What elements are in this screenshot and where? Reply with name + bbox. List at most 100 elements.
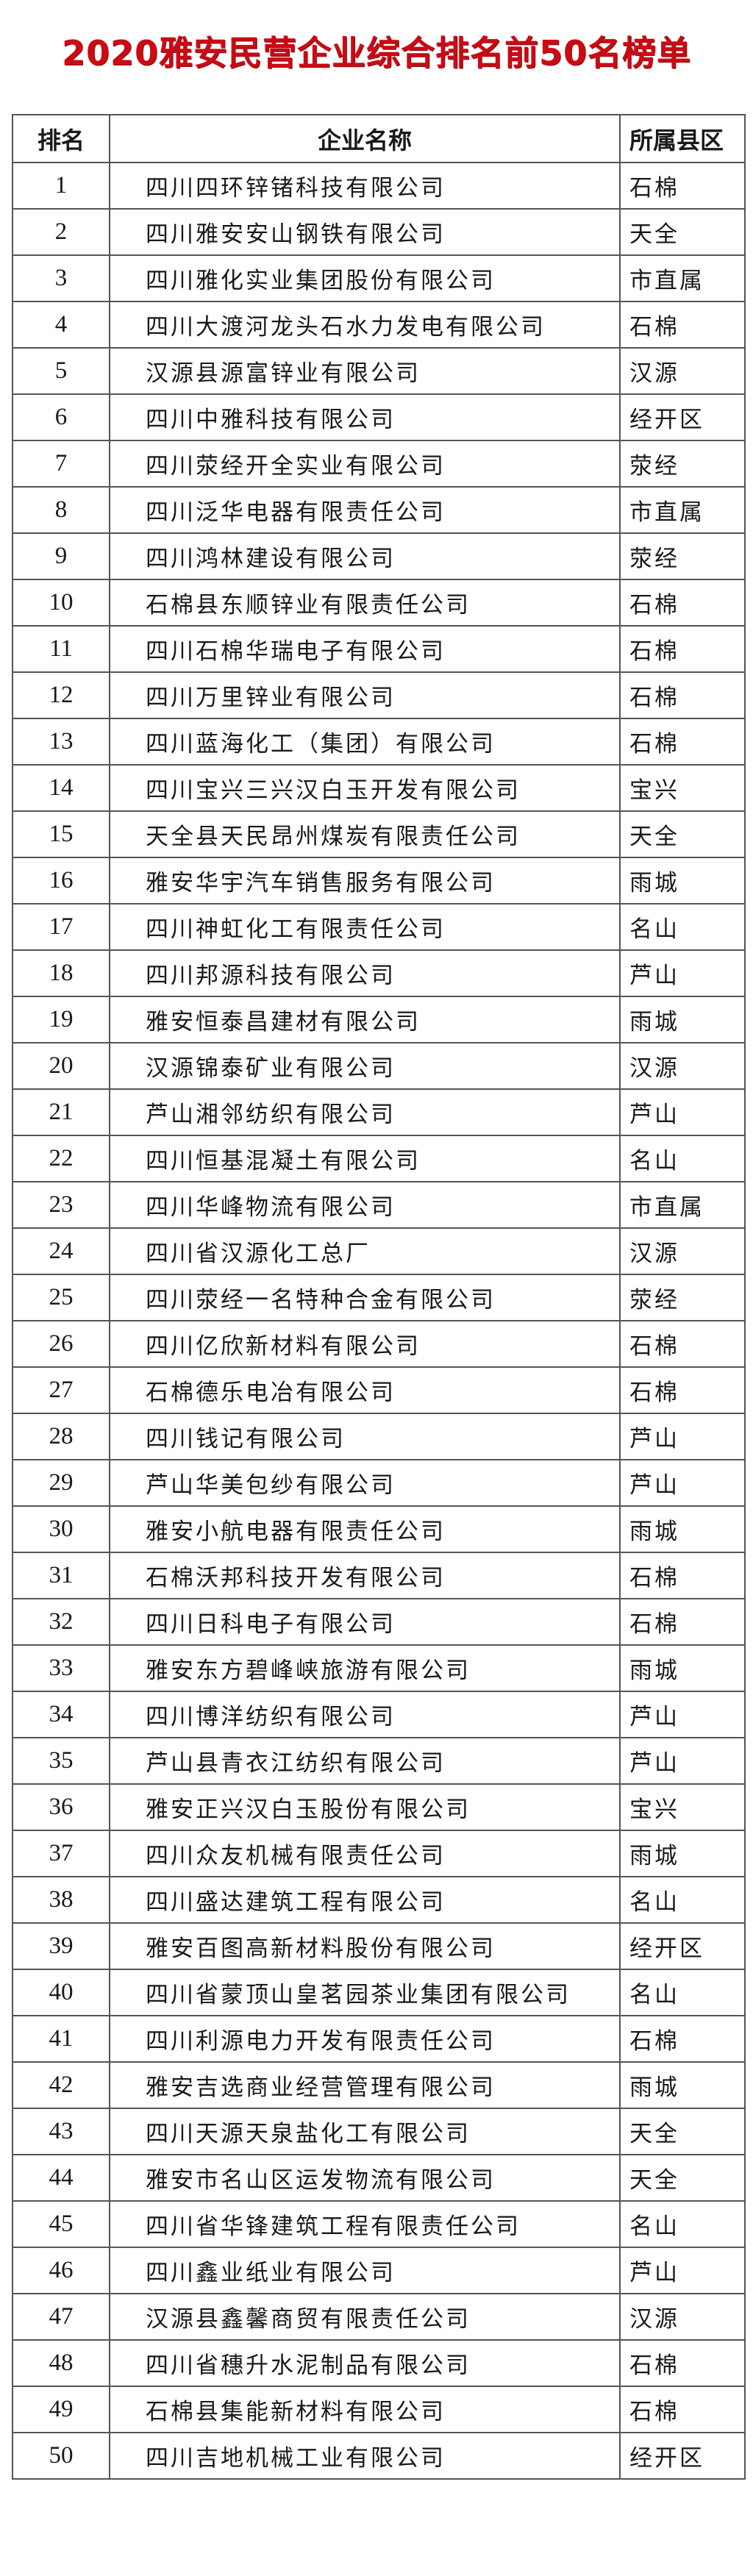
district-cell: 名山 xyxy=(619,1969,746,2016)
company-name-cell: 石棉德乐电冶有限公司 xyxy=(109,1366,621,1414)
table-row: 21 芦山湘邻纺织有限公司 芦山 xyxy=(12,1088,746,1136)
rank-cell: 41 xyxy=(12,2015,110,2063)
district-cell: 汉源 xyxy=(619,347,746,395)
rank-cell: 18 xyxy=(12,949,110,997)
rank-cell: 21 xyxy=(12,1088,110,1136)
table-row: 4 四川大渡河龙头石水力发电有限公司 石棉 xyxy=(12,301,746,349)
district-cell: 雨城 xyxy=(619,996,746,1043)
header-company-name: 企业名称 xyxy=(109,114,621,163)
district-cell: 名山 xyxy=(619,1135,746,1182)
district-cell: 雨城 xyxy=(619,857,746,905)
company-name-cell: 四川蓝海化工（集团）有限公司 xyxy=(109,718,621,766)
company-name-cell: 四川众友机械有限责任公司 xyxy=(109,1830,621,1877)
rank-cell: 35 xyxy=(12,1737,110,1785)
table-row: 48 四川省穗升水泥制品有限公司 石棉 xyxy=(12,2339,746,2387)
district-cell: 雨城 xyxy=(619,1644,746,1692)
district-cell: 天全 xyxy=(619,2154,746,2202)
district-cell: 石棉 xyxy=(619,162,746,210)
table-row: 28 四川钱记有限公司 芦山 xyxy=(12,1413,746,1460)
table-row: 34 四川博洋纺织有限公司 芦山 xyxy=(12,1691,746,1738)
district-cell: 石棉 xyxy=(619,671,746,719)
company-name-cell: 雅安华宇汽车销售服务有限公司 xyxy=(109,857,621,905)
table-row: 11 四川石棉华瑞电子有限公司 石棉 xyxy=(12,625,746,673)
district-cell: 雨城 xyxy=(619,1505,746,1553)
district-cell: 芦山 xyxy=(619,1691,746,1738)
company-name-cell: 雅安恒泰昌建材有限公司 xyxy=(109,996,621,1043)
district-cell: 石棉 xyxy=(619,1366,746,1414)
table-row: 43 四川天源天泉盐化工有限公司 天全 xyxy=(12,2108,746,2155)
table-body: 1 四川四环锌锗科技有限公司 石棉 2 四川雅安安山钢铁有限公司 天全 3 四川雅化实业集团股… xyxy=(12,162,746,2480)
district-cell: 雨城 xyxy=(619,2061,746,2109)
rank-cell: 15 xyxy=(12,810,110,858)
table-row: 1 四川四环锌锗科技有限公司 石棉 xyxy=(12,162,746,210)
table-row: 14 四川宝兴三兴汉白玉开发有限公司 宝兴 xyxy=(12,764,746,812)
table-row: 8 四川泛华电器有限责任公司 市直属 xyxy=(12,486,746,534)
page-title: 2020雅安民营企业综合排名前50名榜单 xyxy=(61,33,692,73)
district-cell: 天全 xyxy=(619,2108,746,2155)
district-cell: 天全 xyxy=(619,810,746,858)
company-name-cell: 四川省穗升水泥制品有限公司 xyxy=(109,2339,621,2387)
rank-cell: 5 xyxy=(12,347,110,395)
rank-cell: 20 xyxy=(12,1042,110,1090)
company-name-cell: 四川省汉源化工总厂 xyxy=(109,1227,621,1275)
table-row: 35 芦山县青衣江纺织有限公司 芦山 xyxy=(12,1737,746,1785)
table-row: 19 雅安恒泰昌建材有限公司 雨城 xyxy=(12,996,746,1043)
rank-cell: 11 xyxy=(12,625,110,673)
district-cell: 汉源 xyxy=(619,2293,746,2341)
district-cell: 石棉 xyxy=(619,1598,746,1646)
table-row: 46 四川鑫业纸业有限公司 芦山 xyxy=(12,2247,746,2294)
rank-cell: 40 xyxy=(12,1969,110,2016)
district-cell: 石棉 xyxy=(619,1320,746,1368)
table-row: 24 四川省汉源化工总厂 汉源 xyxy=(12,1227,746,1275)
rank-cell: 8 xyxy=(12,486,110,534)
table-row: 49 石棉县集能新材料有限公司 石棉 xyxy=(12,2386,746,2433)
rank-cell: 39 xyxy=(12,1922,110,1970)
rank-cell: 25 xyxy=(12,1274,110,1321)
rank-cell: 13 xyxy=(12,718,110,766)
table-row: 45 四川省华锋建筑工程有限责任公司 名山 xyxy=(12,2200,746,2248)
company-name-cell: 石棉县东顺锌业有限责任公司 xyxy=(109,579,621,627)
rank-cell: 33 xyxy=(12,1644,110,1692)
rank-cell: 3 xyxy=(12,254,110,302)
header-rank: 排名 xyxy=(12,114,110,163)
table-row: 2 四川雅安安山钢铁有限公司 天全 xyxy=(12,208,746,256)
company-name-cell: 四川邦源科技有限公司 xyxy=(109,949,621,997)
rank-cell: 28 xyxy=(12,1413,110,1460)
district-cell: 石棉 xyxy=(619,579,746,627)
district-cell: 汉源 xyxy=(619,1042,746,1090)
rank-cell: 10 xyxy=(12,579,110,627)
company-name-cell: 四川盛达建筑工程有限公司 xyxy=(109,1876,621,1924)
table-row: 18 四川邦源科技有限公司 芦山 xyxy=(12,949,746,997)
district-cell: 市直属 xyxy=(619,1181,746,1229)
district-cell: 荥经 xyxy=(619,440,746,488)
district-cell: 石棉 xyxy=(619,2339,746,2387)
table-row: 30 雅安小航电器有限责任公司 雨城 xyxy=(12,1505,746,1553)
table-row: 7 四川荥经开全实业有限公司 荥经 xyxy=(12,440,746,488)
rank-cell: 23 xyxy=(12,1181,110,1229)
company-name-cell: 四川省华锋建筑工程有限责任公司 xyxy=(109,2200,621,2248)
company-name-cell: 汉源县源富锌业有限公司 xyxy=(109,347,621,395)
company-name-cell: 四川天源天泉盐化工有限公司 xyxy=(109,2108,621,2155)
rank-cell: 26 xyxy=(12,1320,110,1368)
district-cell: 宝兴 xyxy=(619,1783,746,1831)
table-row: 13 四川蓝海化工（集团）有限公司 石棉 xyxy=(12,718,746,766)
rank-cell: 44 xyxy=(12,2154,110,2202)
rank-cell: 38 xyxy=(12,1876,110,1924)
company-name-cell: 雅安市名山区运发物流有限公司 xyxy=(109,2154,621,2202)
rank-cell: 16 xyxy=(12,857,110,905)
rank-cell: 34 xyxy=(12,1691,110,1738)
header-district: 所属县区 xyxy=(619,114,746,163)
company-name-cell: 芦山县青衣江纺织有限公司 xyxy=(109,1737,621,1785)
company-name-cell: 四川宝兴三兴汉白玉开发有限公司 xyxy=(109,764,621,812)
table-row: 33 雅安东方碧峰峡旅游有限公司 雨城 xyxy=(12,1644,746,1692)
table-row: 17 四川神虹化工有限责任公司 名山 xyxy=(12,903,746,951)
district-cell: 芦山 xyxy=(619,2247,746,2294)
district-cell: 荥经 xyxy=(619,532,746,580)
company-name-cell: 四川泛华电器有限责任公司 xyxy=(109,486,621,534)
district-cell: 石棉 xyxy=(619,1552,746,1599)
table-row: 9 四川鸿林建设有限公司 荥经 xyxy=(12,532,746,580)
rank-cell: 2 xyxy=(12,208,110,256)
company-name-cell: 四川神虹化工有限责任公司 xyxy=(109,903,621,951)
table-row: 37 四川众友机械有限责任公司 雨城 xyxy=(12,1830,746,1877)
table-row: 6 四川中雅科技有限公司 经开区 xyxy=(12,393,746,441)
